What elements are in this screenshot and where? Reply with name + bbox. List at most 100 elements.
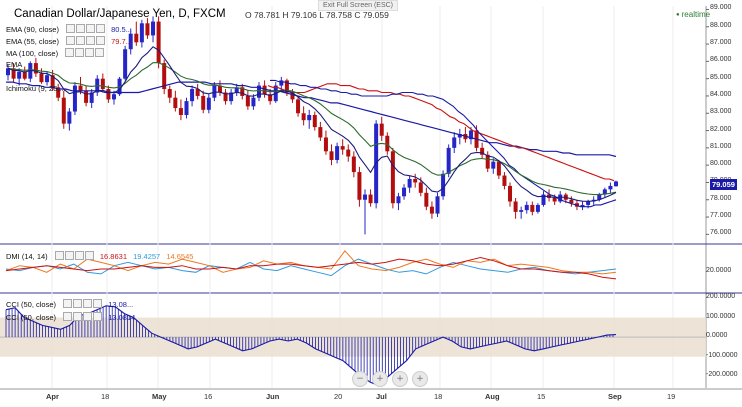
ema-fast-line (7, 46, 617, 202)
legend-ema90[interactable]: EMA (90, close) 80.5... (6, 24, 132, 34)
close-icon[interactable] (83, 312, 93, 321)
close-icon[interactable] (74, 251, 84, 260)
legend-ema55[interactable]: EMA (55, close) 79.7... (6, 36, 132, 46)
settings-icon[interactable] (63, 299, 73, 308)
more-icon[interactable] (96, 24, 106, 33)
cci-tick-label: -100.0000 (706, 351, 738, 359)
exit-fullscreen-button[interactable]: Exit Full Screen (ESC) (318, 0, 399, 11)
legend-cci-1[interactable]: CCI (50, close) 13.08... (6, 299, 133, 309)
candle-body (597, 194, 602, 200)
visibility-icon[interactable] (73, 299, 83, 308)
candle-body (452, 137, 457, 148)
dmi-minus-value: 14.6545 (166, 252, 194, 261)
more-icon[interactable] (93, 312, 103, 321)
price-tick-label: 88.000 (710, 21, 732, 29)
chart-title: Canadian Dollar/Japanese Yen, D, FXCM (14, 8, 226, 20)
candle-body (290, 92, 295, 100)
candle-body (229, 92, 234, 102)
legend-controls[interactable] (62, 299, 103, 309)
candle-body (89, 92, 94, 103)
candle-body (223, 92, 228, 102)
candle-body (351, 156, 356, 173)
candle-body (446, 147, 451, 174)
legend-controls[interactable] (65, 36, 106, 46)
legend-ema-short-label: EMA (6, 60, 23, 69)
candle-body (491, 161, 496, 169)
candle-body (435, 196, 440, 214)
reset-button[interactable]: + (412, 371, 428, 387)
candle-body (206, 97, 211, 110)
more-icon[interactable] (84, 251, 94, 260)
more-icon[interactable] (96, 36, 106, 45)
zoom-out-button[interactable]: − (352, 371, 368, 387)
more-icon[interactable] (95, 48, 105, 57)
candle-body (396, 196, 401, 204)
close-icon[interactable] (83, 299, 93, 308)
candle-body (301, 113, 306, 121)
candle-body (72, 85, 77, 112)
candle-body (502, 175, 507, 186)
candle-body (178, 108, 183, 115)
candle-body (190, 89, 195, 102)
legend-controls[interactable] (65, 24, 106, 34)
legend-cci-label: CCI (50, close) (6, 313, 57, 322)
visibility-icon[interactable] (76, 36, 86, 45)
time-tick-label: May (152, 392, 167, 401)
candle-body (340, 146, 345, 150)
candle-body (212, 85, 217, 98)
cci-tick-label: -200.0000 (706, 371, 738, 379)
settings-icon[interactable] (63, 312, 73, 321)
candle-body (614, 181, 618, 187)
chart-nav-buttons[interactable]: − + + + (352, 368, 432, 387)
legend-controls[interactable] (64, 48, 105, 58)
legend-ema90-label: EMA (90, close) (6, 25, 59, 34)
legend-cci-2[interactable]: CCI (50, close) 13.0814 (6, 312, 135, 322)
close-icon[interactable] (86, 24, 96, 33)
close-icon[interactable] (85, 48, 95, 57)
legend-ma100[interactable]: MA (100, close) (6, 48, 105, 58)
candle-body (508, 185, 513, 202)
candle-body (17, 71, 22, 79)
visibility-icon[interactable] (75, 48, 85, 57)
ema-short-line (7, 62, 617, 196)
legend-ma100-label: MA (100, close) (6, 49, 59, 58)
settings-icon[interactable] (66, 36, 76, 45)
visibility-icon[interactable] (73, 312, 83, 321)
candle-body (558, 194, 563, 202)
legend-controls[interactable] (54, 251, 94, 261)
legend-dmi[interactable]: DMI (14, 14) 16.8631 19.4257 14.6545 (6, 251, 193, 261)
legend-ema-short[interactable]: EMA (6, 60, 22, 69)
settings-icon[interactable] (66, 24, 76, 33)
legend-ichimoku[interactable]: Ichimoku (9, 26,... (6, 84, 66, 93)
visibility-icon[interactable] (76, 24, 86, 33)
candle-body (424, 192, 429, 207)
close-icon[interactable] (86, 36, 96, 45)
candle-body (262, 85, 267, 95)
zoom-in-button[interactable]: + (372, 371, 388, 387)
legend-ema55-value: 79.7... (111, 37, 132, 46)
legend-controls[interactable] (62, 312, 103, 322)
candle-body (513, 201, 518, 212)
candle-body (84, 90, 89, 103)
candle-body (234, 87, 239, 93)
candle-body (580, 204, 585, 207)
candle-body (541, 194, 546, 205)
last-price-label: 79.059 (710, 179, 737, 190)
visibility-icon[interactable] (64, 251, 74, 260)
dmi-plus-value: 19.4257 (133, 252, 161, 261)
more-icon[interactable] (93, 299, 103, 308)
candle-body (468, 130, 473, 140)
candle-body (123, 49, 128, 79)
settings-icon[interactable] (54, 251, 64, 260)
price-tick-label: 83.000 (710, 108, 732, 116)
price-tick-label: 76.000 (710, 229, 732, 237)
scroll-button[interactable]: + (392, 371, 408, 387)
candle-body (128, 33, 133, 50)
settings-icon[interactable] (65, 48, 75, 57)
candle-body (496, 161, 501, 176)
price-tick-label: 87.000 (710, 39, 732, 47)
candle-body (45, 75, 50, 83)
time-tick-label: 20 (334, 392, 343, 401)
price-tick-label: 82.000 (710, 125, 732, 133)
